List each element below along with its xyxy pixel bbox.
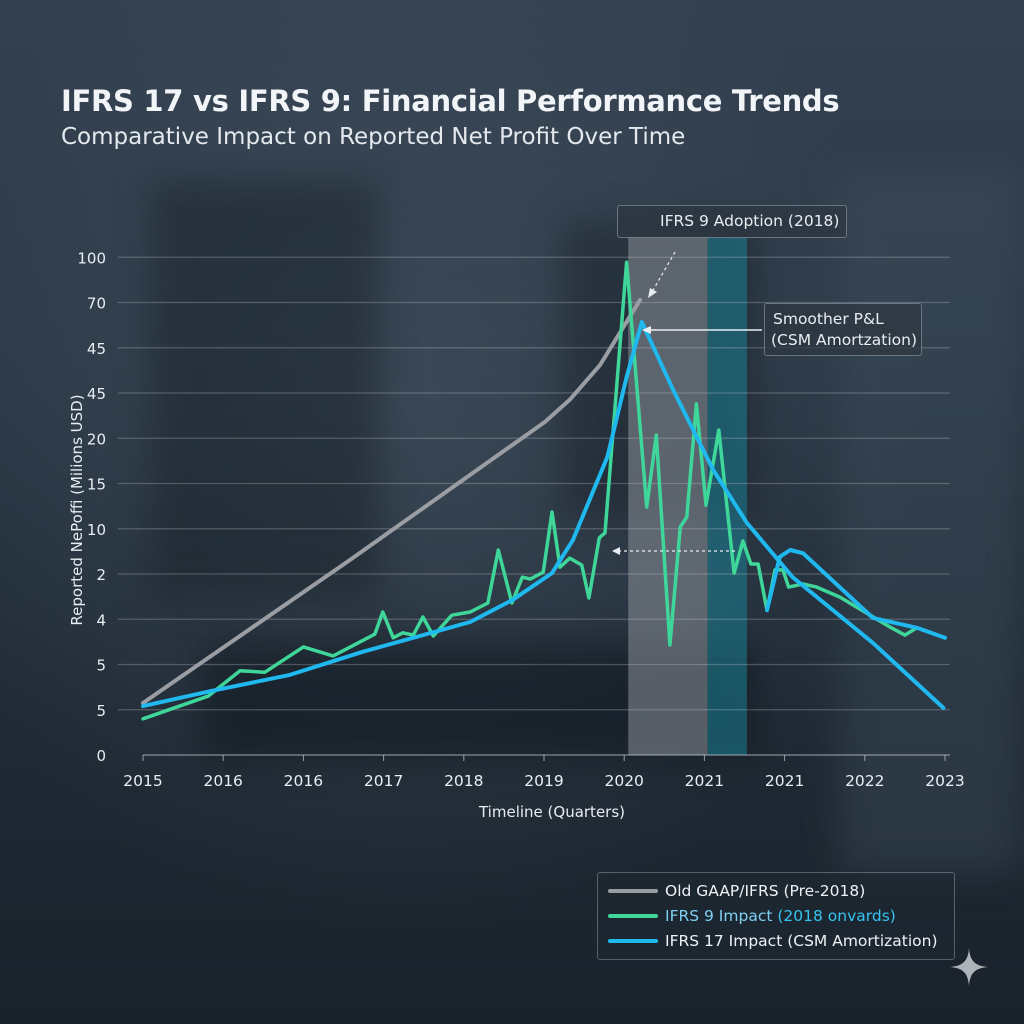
annotation-line-2: (CSM Amortzation) [771,331,918,349]
highlight-region [628,237,708,755]
x-tick-label: 2015 [123,772,162,790]
background-window [150,180,380,600]
x-tick-label: 2016 [203,772,242,790]
x-tick-label: 2021 [765,772,804,790]
y-tick-label: 100 [77,249,106,267]
chart-title: IFRS 17 vs IFRS 9: Financial Performance… [61,84,840,118]
series-line [141,320,946,710]
legend-label: IFRS 9 Impact [665,907,773,925]
y-tick-label: 70 [87,295,106,313]
y-tick-label: 45 [87,385,106,403]
y-tick-label: 5 [96,657,106,675]
legend-swatch [608,889,658,893]
legend-label: Old GAAP/IFRS (Pre-2018) [665,882,866,900]
legend: Old GAAP/IFRS (Pre-2018) IFRS 9 Impact (… [597,872,955,960]
legend-swatch [608,939,658,943]
series-line [141,297,643,705]
y-tick-label: 2 [96,566,106,584]
x-axis-label: Timeline (Quarters) [478,803,625,821]
annotation-ifrs9-adoption: IFRS 9 Adoption (2018) [617,205,847,238]
x-tick-label: 2023 [925,772,964,790]
y-axis-label: Reported NePoffi (Milions USD) [68,394,86,625]
annotation-arrow [651,251,676,293]
y-tick-label: 45 [87,340,106,358]
y-tick-label: 20 [87,430,106,448]
sparkle-icon [950,948,988,986]
series-line [765,548,947,640]
legend-item-old-gaap: Old GAAP/IFRS (Pre-2018) [608,880,865,902]
x-tick-label: 2019 [524,772,563,790]
legend-label: IFRS 17 Impact (CSM Amortization) [665,932,938,950]
annotation-text: IFRS 9 Adoption (2018) [660,212,840,230]
x-tick-label: 2020 [604,772,643,790]
annotation-smoother-pl: Smoother P&L (CSM Amortzation) [764,303,922,356]
y-tick-label: 0 [96,747,106,765]
legend-item-ifrs9: IFRS 9 Impact (2018 onvards) [608,905,896,927]
y-tick-label: 10 [87,521,106,539]
y-tick-label: 15 [87,476,106,494]
y-tick-label: 5 [96,702,106,720]
x-tick-label: 2016 [284,772,323,790]
chart-subtitle: Comparative Impact on Reported Net Profi… [61,124,686,150]
arrow-head [642,326,651,334]
x-tick-label: 2017 [364,772,403,790]
x-tick-label: 2022 [845,772,884,790]
x-tick-label: 2021 [685,772,724,790]
y-tick-label: 4 [96,611,106,629]
legend-label-suffix: (2018 onvards) [777,907,896,925]
annotation-line-1: Smoother P&L [773,310,884,328]
arrow-head [648,288,657,298]
background-window [840,170,1020,870]
legend-item-ifrs17: IFRS 17 Impact (CSM Amortization) [608,930,938,952]
legend-swatch [608,914,658,918]
x-tick-label: 2018 [444,772,483,790]
arrow-head [612,547,620,555]
